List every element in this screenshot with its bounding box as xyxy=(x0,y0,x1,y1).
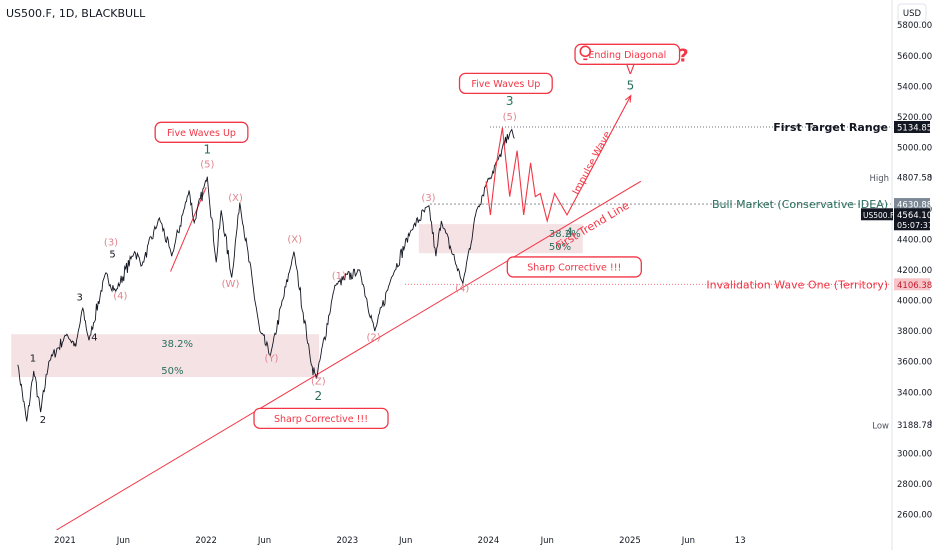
x-tick-label: Jun xyxy=(116,536,130,546)
price-level-label: Bull Market (Conservative IDEA) xyxy=(712,198,888,211)
wave-label: (Z) xyxy=(311,377,326,388)
high-price-tag: 4807.58 xyxy=(897,174,932,184)
x-tick-label: 2021 xyxy=(54,536,76,546)
fib-label-50: 50% xyxy=(161,366,183,377)
annotation-text: Ending Diagonal xyxy=(588,50,666,61)
price-level-label: First Target Range xyxy=(773,121,888,134)
wave-label: 1 xyxy=(30,354,36,365)
x-tick-label: 2024 xyxy=(478,536,500,546)
low-price-tag: 3188.78 xyxy=(897,421,932,431)
lightbulb-icon xyxy=(579,45,592,58)
annotation-box xyxy=(458,72,553,95)
annotation-text: Five Waves Up xyxy=(167,128,236,139)
wave-label: 5 xyxy=(109,250,115,261)
wave-label: 4 xyxy=(91,332,97,343)
current-price-tag-bg xyxy=(894,208,930,231)
target-price-tag: 5134.85 xyxy=(897,123,932,133)
fib-label-382: 38.2% xyxy=(161,339,193,350)
symbol-title: US500.F, 1D, BLACKBULL xyxy=(6,7,146,20)
bar-countdown: 05:07:37 xyxy=(897,221,932,230)
wave-label: (2) xyxy=(367,332,381,343)
x-tick-label: Jun xyxy=(540,536,554,546)
wave-label: (4) xyxy=(113,291,127,302)
currency-label: USD xyxy=(903,9,922,19)
low-label: Low xyxy=(872,422,889,432)
annotation-text: Sharp Corrective !!! xyxy=(527,262,621,273)
high-label: High xyxy=(869,174,889,184)
wave-label: (3) xyxy=(104,238,118,249)
target-price-tag-bg xyxy=(894,120,930,133)
wave-label: V xyxy=(626,63,635,77)
y-tick-label: 3600.00 xyxy=(897,358,932,368)
impulse-wave-label: Impulse Wave xyxy=(571,130,614,197)
projection-path xyxy=(485,95,632,224)
y-tick-label: 5000.00 xyxy=(897,144,932,154)
wave-label: (4) xyxy=(455,283,469,294)
wave-label: (X) xyxy=(228,193,243,204)
bull-price-tag: 4630.88 xyxy=(897,201,932,211)
x-tick-label: Jun xyxy=(398,536,412,546)
fib-zone-2 xyxy=(418,224,583,254)
wave-label: (Y) xyxy=(265,354,279,365)
current-price-tag: 4564.10 xyxy=(897,211,932,221)
current-symbol-tag-bg xyxy=(861,208,893,221)
projection-arrowhead xyxy=(624,94,632,103)
annotation-box xyxy=(253,407,389,429)
y-tick-label: 5800.00 xyxy=(897,21,932,31)
wave-label: (1) xyxy=(332,271,346,282)
y-tick-label: 2800.00 xyxy=(897,480,932,490)
currency-box xyxy=(897,3,927,23)
x-tick-label: 2023 xyxy=(336,536,358,546)
annotation-box xyxy=(506,256,642,278)
x-tick-label: 2022 xyxy=(195,536,217,546)
fib-label-50: 50% xyxy=(549,242,571,253)
x-tick-label: Jun xyxy=(257,536,271,546)
y-tick-label: 2600.00 xyxy=(897,511,932,521)
invalidation-price-tag-bg xyxy=(894,278,930,291)
price-level-label: Invalidation Wave One (Territory) xyxy=(706,278,888,291)
y-tick-label: 3400.00 xyxy=(897,388,932,398)
wave-label: 2 xyxy=(314,389,322,403)
y-tick-label: 5600.00 xyxy=(897,52,932,62)
annotation-box xyxy=(154,121,249,143)
invalidation-price-tag: 4106.38 xyxy=(897,281,932,291)
low-price-tag-bg xyxy=(894,418,930,431)
annotation-text: Sharp Corrective !!! xyxy=(274,414,368,425)
wave-label: 2 xyxy=(40,415,46,426)
y-tick-label: 5400.00 xyxy=(897,82,932,92)
annotation-box xyxy=(574,43,681,65)
y-tick-label: 4200.00 xyxy=(897,266,932,276)
y-tick-label: 5200.00 xyxy=(897,113,932,123)
x-tick-label: 2025 xyxy=(619,536,641,546)
current-symbol-tag: US500.F xyxy=(863,211,894,220)
annotation-text: Five Waves Up xyxy=(471,79,540,90)
wave-label: 1 xyxy=(203,143,211,157)
y-tick-label: 4400.00 xyxy=(897,235,932,245)
wave-label: 3 xyxy=(506,94,514,108)
wave-label: (5) xyxy=(503,112,517,123)
wave-label: (X) xyxy=(287,234,302,245)
question-mark-icon: ? xyxy=(678,45,688,66)
x-tick-label: Jun xyxy=(681,536,695,546)
wave-label: (5) xyxy=(200,159,214,170)
bull-price-tag-bg xyxy=(894,198,930,211)
y-tick-label: 3800.00 xyxy=(897,327,932,337)
first-trend-line xyxy=(56,180,642,530)
x-tick-label: 13 xyxy=(735,536,746,546)
wave-label: (3) xyxy=(421,193,435,204)
y-tick-label: 4000.00 xyxy=(897,297,932,307)
price-series-line xyxy=(17,128,515,422)
high-price-tag-bg xyxy=(894,171,930,184)
fib-label-382: 38.2% xyxy=(549,229,581,240)
wave-label: 5 xyxy=(627,78,635,92)
wave-label: 3 xyxy=(77,293,83,304)
wave-label: 4 xyxy=(565,225,573,239)
wave-one-channel-line xyxy=(170,187,207,272)
y-tick-label: 3000.00 xyxy=(897,450,932,460)
wave-label: (W) xyxy=(222,279,240,290)
